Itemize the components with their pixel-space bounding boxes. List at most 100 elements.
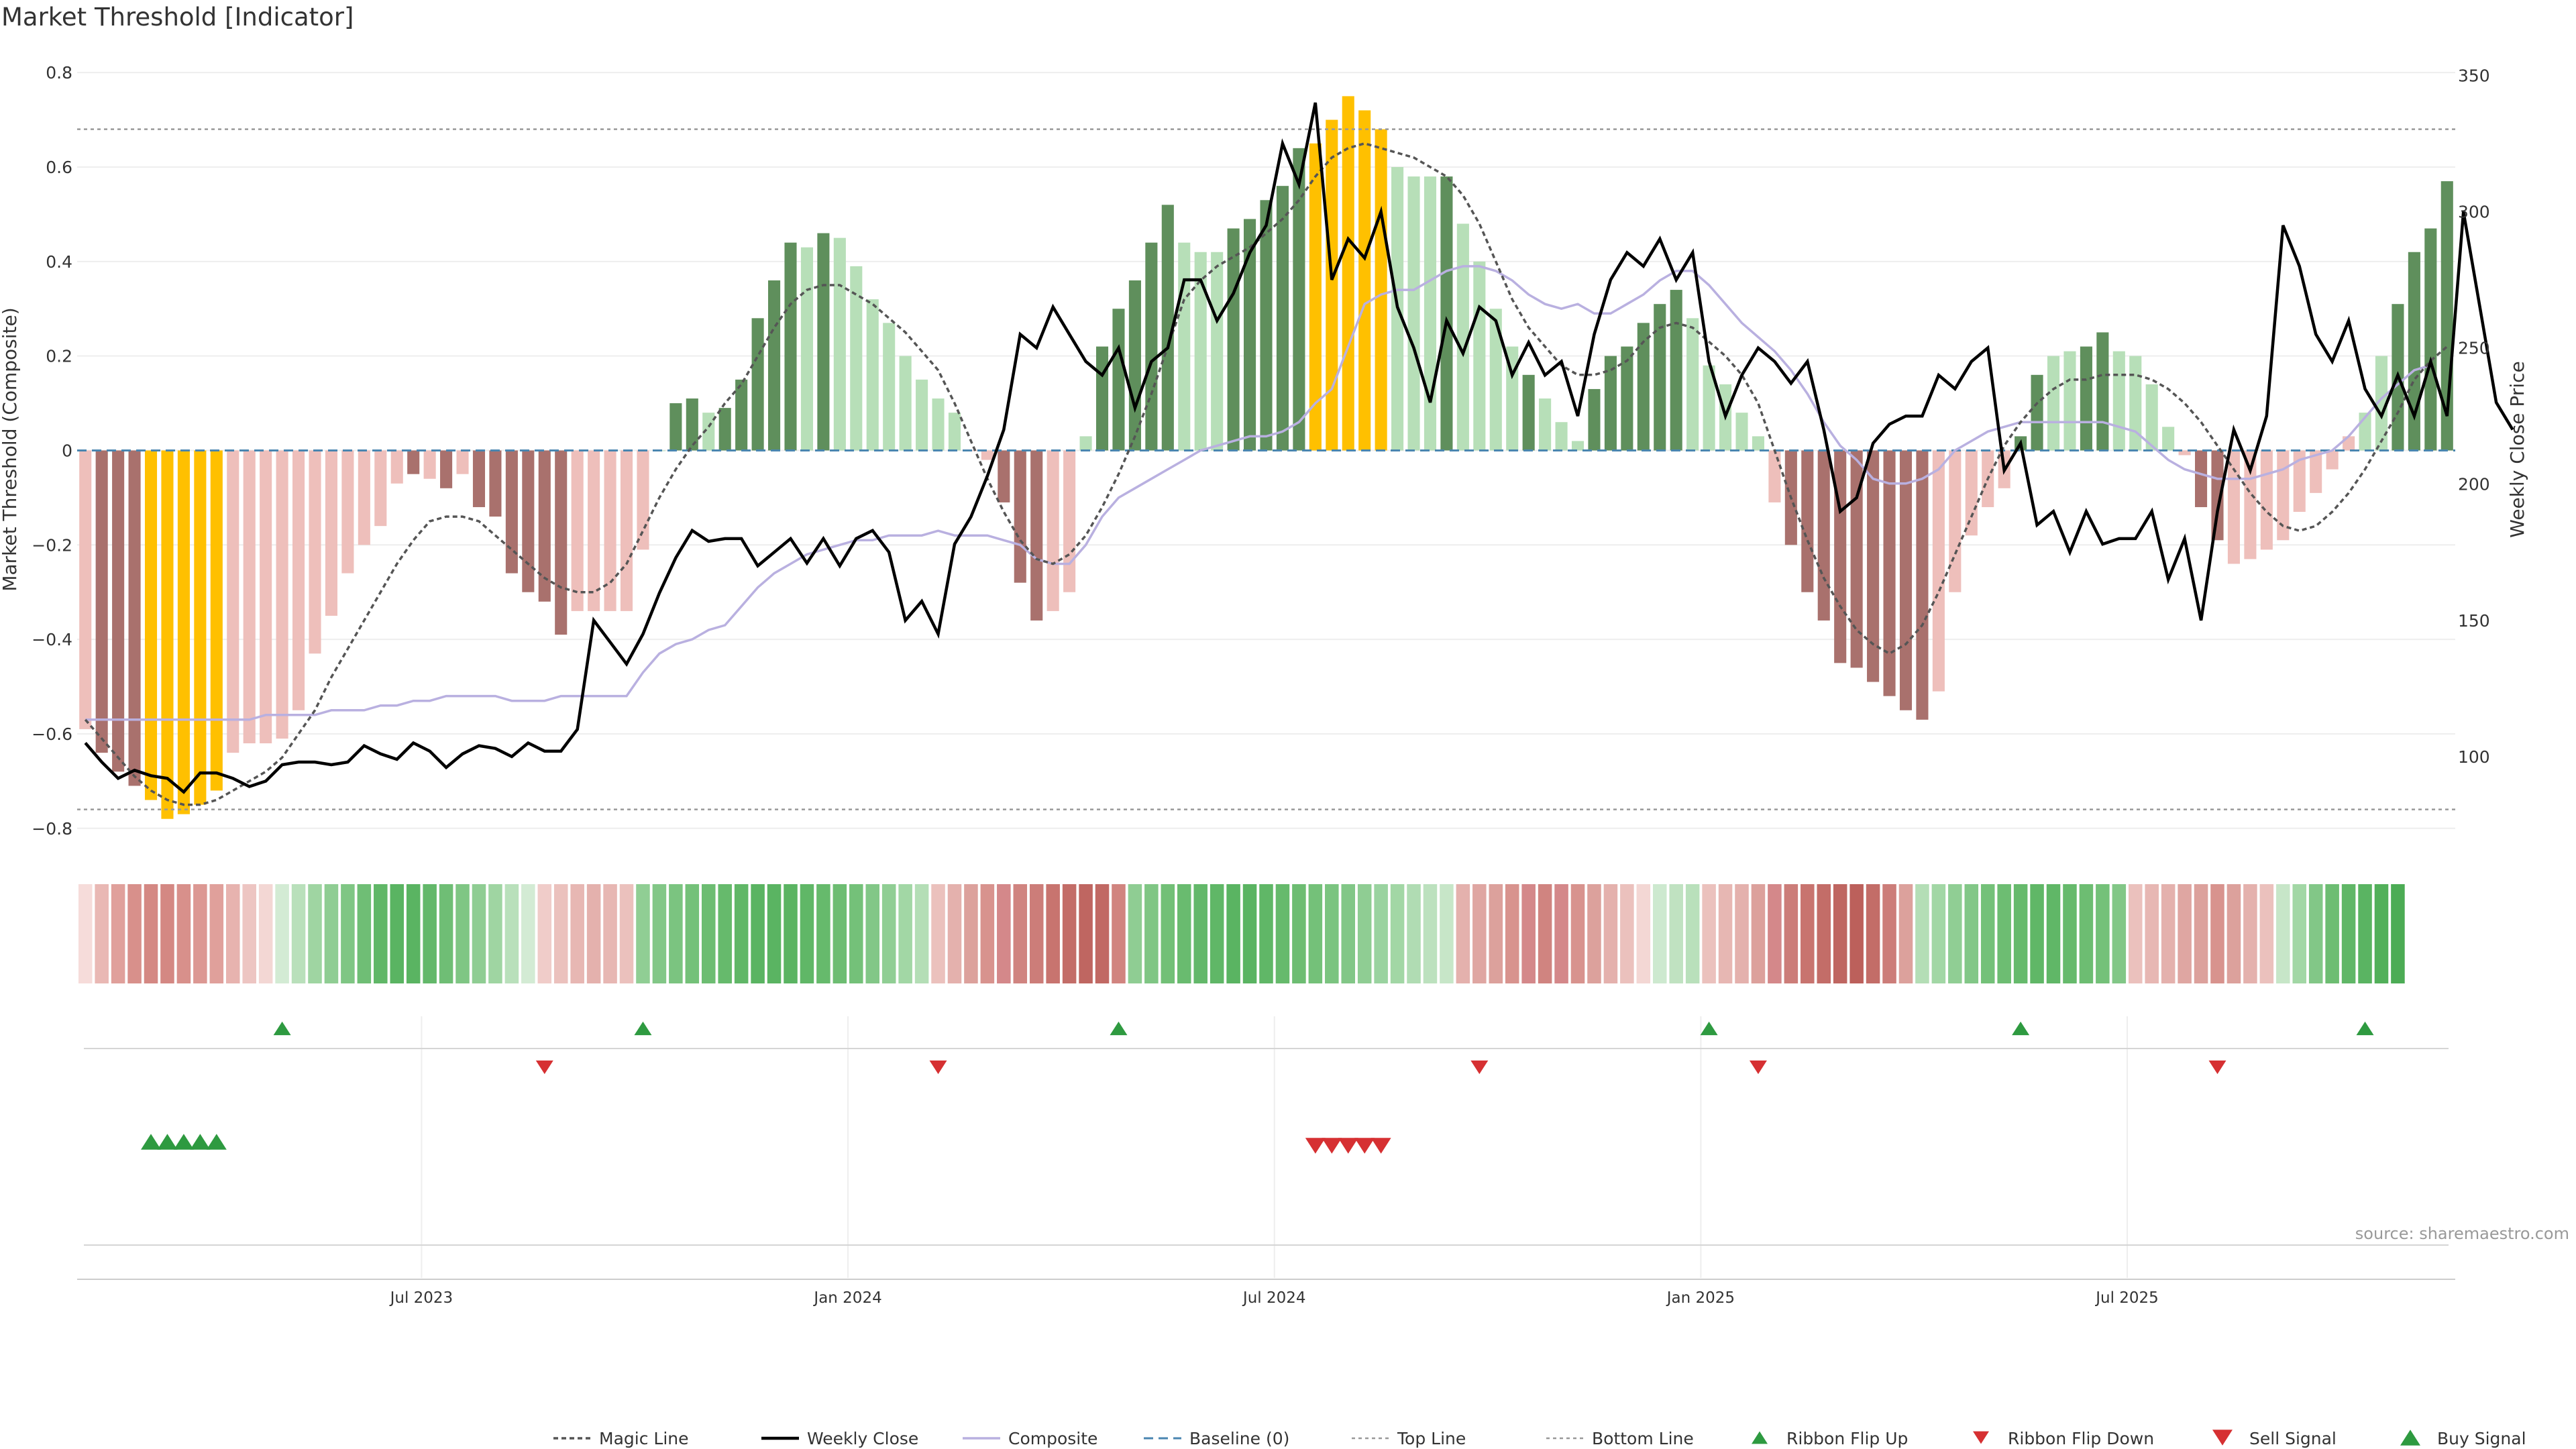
x-tick-label: Jul 2023	[389, 1289, 453, 1307]
ribbon-cell	[947, 884, 962, 983]
composite-bar	[916, 379, 928, 451]
ribbon-cell	[1046, 884, 1060, 983]
composite-bar	[718, 408, 731, 451]
ribbon-cell	[2046, 884, 2061, 983]
ribbon-cell	[1849, 884, 1864, 983]
ribbon-cell	[2178, 884, 2192, 983]
composite-bar	[1046, 450, 1059, 611]
composite-bar	[1489, 309, 1502, 451]
y-tick-label: 0.8	[46, 63, 72, 83]
ribbon-cell	[374, 884, 388, 983]
composite-bar	[588, 450, 600, 611]
composite-bar	[1588, 388, 1601, 451]
ribbon-cell	[1095, 884, 1110, 983]
ribbon-cell	[308, 884, 322, 983]
ribbon-cell	[1489, 884, 1503, 983]
composite-bar	[1260, 200, 1273, 451]
ribbon-cell	[390, 884, 405, 983]
ribbon-cell	[1882, 884, 1896, 983]
composite-bar	[2031, 374, 2043, 451]
x-tick-label: Jul 2024	[1242, 1289, 1306, 1307]
composite-bar	[358, 450, 370, 545]
ribbon-cell	[1341, 884, 1356, 983]
ribbon-cell	[931, 884, 945, 983]
ribbon-cell	[586, 884, 601, 983]
ribbon-flip-up-marker	[1700, 1021, 1718, 1036]
ribbon-cell	[1505, 884, 1519, 983]
legend-label: Ribbon Flip Down	[2008, 1429, 2154, 1448]
composite-bar	[374, 450, 387, 527]
composite-bar	[505, 450, 518, 574]
composite-bar	[112, 450, 125, 772]
ribbon-cell	[2079, 884, 2094, 983]
ribbon-cell	[865, 884, 880, 983]
ribbon-cell	[455, 884, 470, 983]
ribbon-cell	[176, 884, 191, 983]
legend-label: Sell Signal	[2249, 1429, 2337, 1448]
ribbon-cell	[521, 884, 535, 983]
composite-bar	[2195, 450, 2208, 507]
ribbon-cell	[242, 884, 256, 983]
composite-bar	[2227, 450, 2240, 564]
ribbon-cell	[1817, 884, 1831, 983]
composite-bar	[522, 450, 535, 592]
composite-bar	[1506, 346, 1519, 451]
ribbon-cell	[1292, 884, 1306, 983]
ribbon-cell	[537, 884, 552, 983]
composite-bar	[1686, 318, 1699, 451]
y2-tick-label: 300	[2458, 203, 2490, 222]
ribbon-cell	[2096, 884, 2110, 983]
ribbon-cell	[833, 884, 847, 983]
composite-bar	[2343, 436, 2355, 451]
y-tick-label: −0.4	[32, 630, 72, 649]
composite-bar	[1227, 228, 1240, 451]
ribbon-cell	[1275, 884, 1290, 983]
ribbon-flip-up-marker	[273, 1021, 291, 1036]
composite-bar	[2293, 450, 2306, 513]
ribbon-cell	[619, 884, 634, 983]
legend: Magic Line Weekly Close Composite Baseline …	[553, 1429, 2526, 1448]
ribbon-cell	[1685, 884, 1700, 983]
ribbon-cell	[1718, 884, 1733, 983]
x-tick-label: Jul 2025	[2094, 1289, 2159, 1307]
ribbon-cell	[423, 884, 437, 983]
ribbon-cell	[95, 884, 109, 983]
composite-bar	[1030, 450, 1043, 621]
ribbon-cell	[701, 884, 716, 983]
composite-bar	[702, 413, 715, 451]
ribbon-cell	[734, 884, 749, 983]
source-note: source: sharemaestro.com	[2355, 1224, 2569, 1243]
ribbon-cell	[1784, 884, 1799, 983]
y2-tick-label: 100	[2458, 747, 2490, 767]
ribbon-cell	[2259, 884, 2274, 983]
composite-bar	[1883, 450, 1896, 696]
ribbon-cell	[488, 884, 502, 983]
ribbon-cell	[669, 884, 683, 983]
composite-bar	[1817, 450, 1830, 621]
ribbon-cell	[1472, 884, 1487, 983]
composite-bar	[817, 233, 830, 451]
composite-bar	[948, 413, 961, 451]
legend-swatch-sell	[2212, 1430, 2233, 1446]
indicator-lines	[77, 102, 2514, 810]
y2-axis-label: Weekly Close Price	[2506, 361, 2528, 537]
composite-bar	[2178, 450, 2191, 455]
ribbon-cell	[784, 884, 798, 983]
composite-bar	[227, 450, 239, 753]
ribbon-cell	[2030, 884, 2044, 983]
composite-bar	[440, 450, 453, 488]
composite-bar	[1670, 290, 1682, 451]
ribbon-cell	[160, 884, 174, 983]
composite-bar	[2096, 332, 2109, 451]
ribbon-cell	[2358, 884, 2372, 983]
y-tick-label: −0.2	[32, 535, 72, 555]
ribbon-cell	[2341, 884, 2356, 983]
composite-bar	[276, 450, 288, 739]
ribbon-cell	[1144, 884, 1159, 983]
composite-bar	[1095, 346, 1109, 451]
legend-label: Composite	[1008, 1429, 1097, 1448]
composite-bar	[177, 450, 190, 814]
composite-bar	[1867, 450, 1880, 682]
composite-bar	[800, 247, 813, 451]
ribbon-cell	[1538, 884, 1552, 983]
